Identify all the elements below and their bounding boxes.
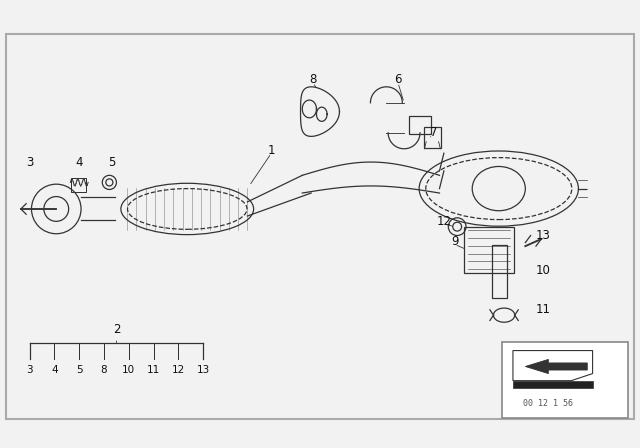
- Text: 5: 5: [76, 365, 83, 375]
- Text: 4: 4: [51, 365, 58, 375]
- FancyBboxPatch shape: [6, 34, 634, 419]
- Text: 12: 12: [436, 215, 451, 228]
- Text: 5: 5: [108, 155, 116, 168]
- Text: 3: 3: [26, 365, 33, 375]
- Text: 10: 10: [122, 365, 136, 375]
- Polygon shape: [513, 381, 593, 388]
- Text: 8: 8: [100, 365, 108, 375]
- Text: 11: 11: [536, 303, 550, 316]
- Text: 13: 13: [536, 229, 550, 242]
- Text: 3: 3: [26, 155, 33, 168]
- Text: 8: 8: [309, 73, 317, 86]
- Text: 6: 6: [394, 73, 402, 86]
- Text: 00 12 1 56: 00 12 1 56: [524, 399, 573, 408]
- Text: 9: 9: [451, 235, 458, 248]
- Text: 11: 11: [147, 365, 160, 375]
- Polygon shape: [525, 359, 588, 374]
- Text: 12: 12: [172, 365, 185, 375]
- FancyBboxPatch shape: [502, 342, 628, 418]
- Text: 2: 2: [113, 323, 120, 336]
- Text: 1: 1: [268, 144, 275, 157]
- Text: 13: 13: [196, 365, 210, 375]
- Text: 4: 4: [76, 155, 83, 168]
- Text: 7: 7: [429, 126, 437, 139]
- Text: 10: 10: [536, 264, 550, 277]
